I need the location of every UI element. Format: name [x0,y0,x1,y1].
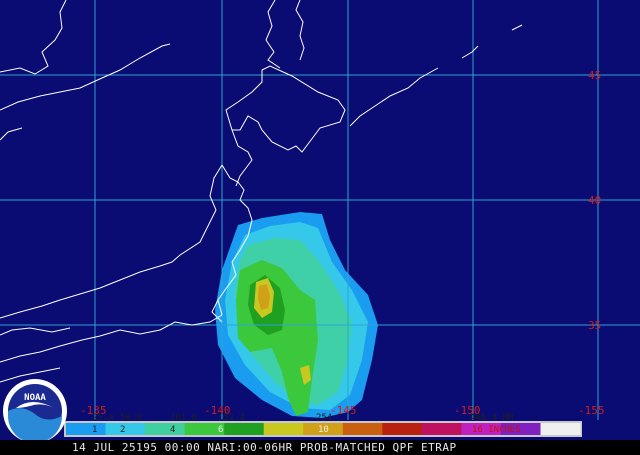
legend-inch-label: 4 [170,425,175,435]
legend-mm-labels: 25.4 50.8 101.6 152.4 254 406.4 MM [92,413,514,423]
legend-swatch [303,423,344,435]
legend-swatch [461,423,502,435]
lon-label-135: -135 [80,404,107,417]
legend-swatch [145,423,186,435]
legend-mm-label: 406.4 MM [470,413,514,423]
lat-label-40: 40 [588,194,601,207]
grid-labels: 45 40 35 -135 -140 -145 -150 -155 [80,69,605,417]
legend-inch-label: 1 [92,425,97,435]
legend-mm-label: 50.8 [120,413,142,423]
legend-swatch [382,423,423,435]
legend-swatches [66,423,581,435]
map-canvas: 45 40 35 -135 -140 -145 -150 -155 25.4 5… [0,0,640,437]
legend-mm-label: 101.6 [170,413,197,423]
graticule [0,0,640,420]
lon-label-140: -140 [204,404,231,417]
legend-swatch [500,423,541,435]
caption-text: 14 JUL 25195 00:00 NARI:00-06HR PROB-MAT… [72,441,457,454]
color-legend: 25.4 50.8 101.6 152.4 254 406.4 MM 1 2 4… [64,413,582,437]
logo-gull [16,402,54,408]
legend-inch-label: 6 [218,425,223,435]
logo-text: NOAA [24,393,46,403]
legend-swatch [105,423,146,435]
lon-label-145: -145 [330,404,357,417]
legend-mm-label: 254 [316,413,332,423]
legend-inch-label: 16 INCHES [472,425,521,435]
legend-swatch [342,423,383,435]
coastlines [0,0,523,383]
lat-label-45: 45 [588,69,601,82]
legend-mm-label: 25.4 [92,413,114,423]
legend-swatch [421,423,462,435]
lat-label-35: 35 [588,319,601,332]
caption-bar: 14 JUL 25195 00:00 NARI:00-06HR PROB-MAT… [0,440,640,455]
legend-swatch [540,423,581,435]
precipitation-swath [215,212,378,418]
logo-wave [8,408,62,443]
legend-swatch [66,423,106,435]
noaa-logo: NOAA [3,379,67,443]
lon-label-150: -150 [454,404,481,417]
legend-inch-labels: 1 2 4 6 10 16 INCHES [92,425,521,435]
legend-swatch [184,423,225,435]
legend-inch-label: 10 [318,425,329,435]
legend-mm-label: 152.4 [218,413,245,423]
legend-inch-label: 2 [120,425,125,435]
legend-swatch [263,423,304,435]
lon-label-155: -155 [578,404,605,417]
legend-swatch [224,423,265,435]
